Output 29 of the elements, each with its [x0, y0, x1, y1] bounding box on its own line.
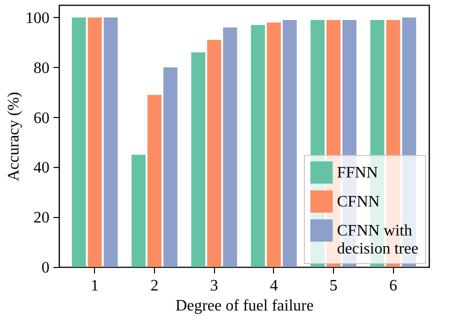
y-tick-label: 40: [34, 160, 50, 177]
x-tick-label: 5: [330, 278, 338, 294]
legend-label: CFNN with decision tree: [337, 222, 418, 258]
x-axis-title: Degree of fuel failure: [175, 298, 314, 314]
bar: [207, 40, 222, 267]
y-tick-label: 20: [34, 210, 50, 227]
y-axis-title: Accuracy (%): [6, 92, 22, 182]
x-tick-label: 1: [90, 278, 99, 294]
x-tick-label: 3: [210, 278, 218, 294]
bar: [132, 154, 146, 267]
bar: [266, 22, 281, 267]
bar: [88, 17, 102, 267]
x-tick-label: 6: [389, 278, 398, 294]
y-tick-label: 0: [42, 260, 50, 276]
bar: [147, 94, 162, 267]
bar: [104, 17, 118, 267]
legend-label: FFNN: [337, 164, 378, 182]
bar: [250, 24, 265, 267]
x-tick-label: 2: [150, 278, 158, 294]
bar: [163, 67, 178, 267]
y-tick-label: 100: [26, 10, 50, 27]
y-tick-label: 80: [34, 60, 50, 77]
x-tick-label: 4: [270, 278, 278, 294]
bar: [191, 52, 206, 267]
bar: [72, 17, 86, 267]
legend-label: CFNN: [337, 194, 380, 210]
y-tick-label: 60: [34, 110, 50, 127]
bar: [223, 27, 238, 267]
bar: [282, 20, 297, 267]
